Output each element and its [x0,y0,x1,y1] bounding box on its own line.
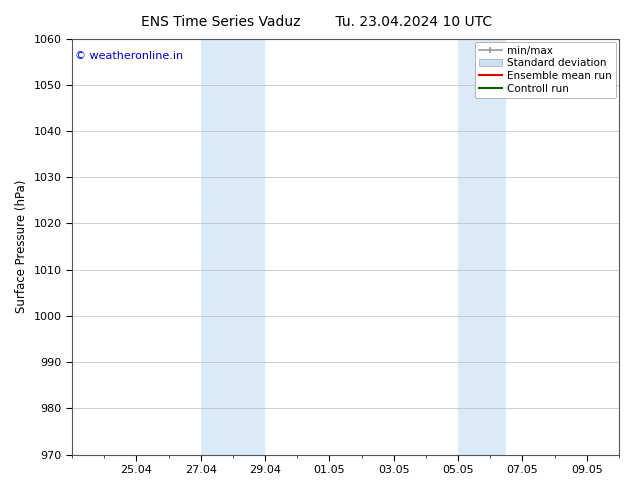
Bar [201,39,265,455]
Y-axis label: Surface Pressure (hPa): Surface Pressure (hPa) [15,180,28,313]
Text: ENS Time Series Vaduz        Tu. 23.04.2024 10 UTC: ENS Time Series Vaduz Tu. 23.04.2024 10 … [141,15,493,29]
Legend: min/max, Standard deviation, Ensemble mean run, Controll run: min/max, Standard deviation, Ensemble me… [475,42,616,98]
Bar [458,39,507,455]
Text: © weatheronline.in: © weatheronline.in [75,51,183,61]
